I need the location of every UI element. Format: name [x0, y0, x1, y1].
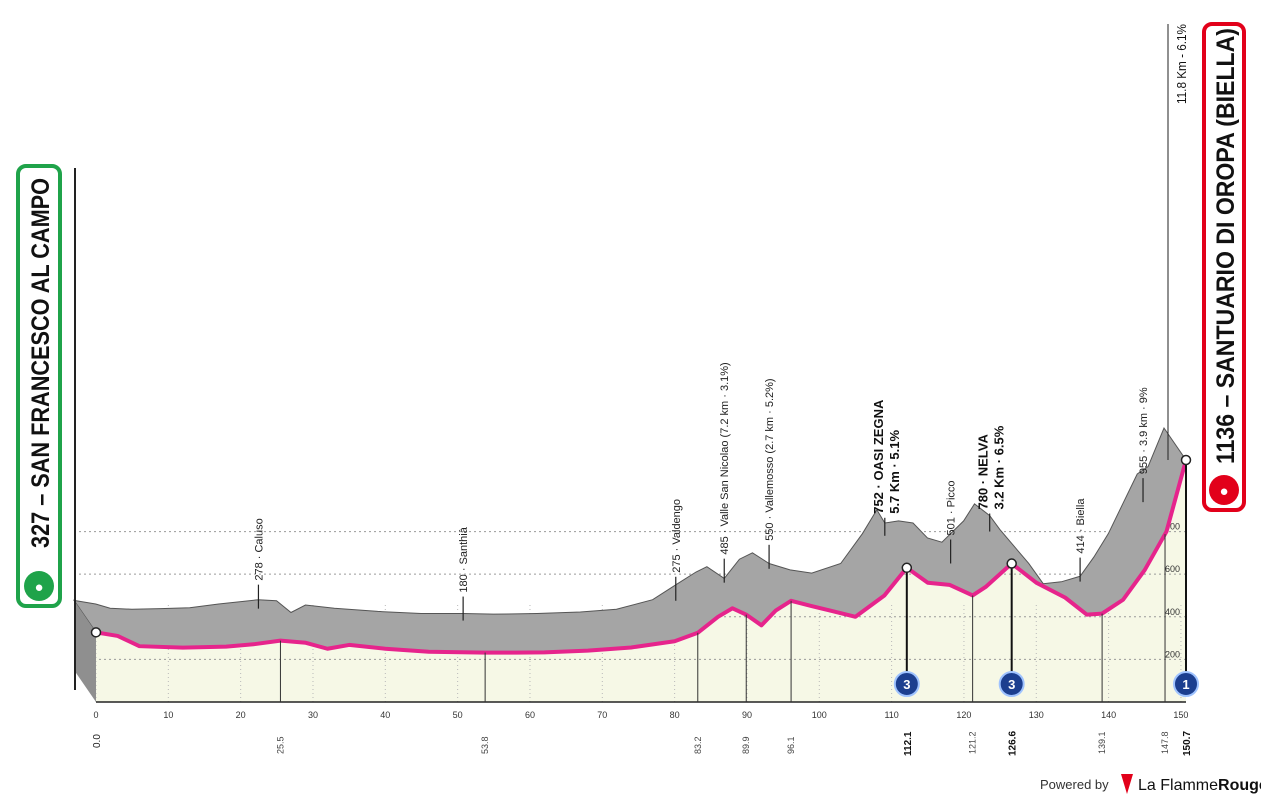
start-banner: 327 – SAN FRANCESCO AL CAMPO ● [16, 164, 62, 608]
x-tick-label: 20 [236, 710, 246, 720]
powered-by-footer: Powered by La FlammeRouge [1040, 774, 1261, 794]
climb-category-label: 3 [1008, 677, 1015, 692]
climb-marker [1006, 558, 1017, 569]
x-tick-label: 80 [670, 710, 680, 720]
finish-banner-frame [1202, 22, 1246, 512]
y-tick-label: 600 [1165, 564, 1180, 574]
brand-name: La FlammeRouge [1138, 777, 1261, 794]
x-tick-label: 150 [1173, 710, 1188, 720]
town-label: 485 · Valle San Nicolao (7.2 km · 3.1%) [719, 362, 731, 554]
x-tick-label: 100 [812, 710, 827, 720]
finish-banner: 1136 – SANTUARIO DI OROPA (BIELLA) ● 11.… [1174, 22, 1246, 512]
flame-logo-icon [1121, 774, 1133, 794]
chart-markers: 278 · Caluso 180 · Santhià 275 · Valdengo 4… [90, 362, 1199, 702]
start-cyclist-icon [24, 571, 54, 601]
town-km-label: 83.2 [693, 736, 703, 754]
climb-km-label: 112.1 [903, 731, 914, 756]
town-km-label: 25.5 [275, 736, 285, 754]
profile-side-wall [74, 600, 96, 702]
climb-category-badge [893, 671, 920, 697]
finish-cyclist-icon [1209, 475, 1239, 505]
town-km-label: 147.8 [1160, 731, 1170, 754]
start-banner-frame [16, 164, 62, 608]
y-tick-label: 200 [1165, 649, 1180, 659]
town-km-label: 139.1 [1097, 731, 1107, 754]
y-tick-label: 800 [1165, 522, 1180, 532]
start-label: 327 – SAN FRANCESCO AL CAMPO [27, 178, 55, 548]
route-base-fill [96, 460, 1186, 702]
climb-category-badge [998, 671, 1025, 697]
svg-text:●: ● [34, 579, 43, 596]
x-tick-label: 60 [525, 710, 535, 720]
finish-climb-note: 11.8 Km - 6.1% [1174, 24, 1189, 104]
chart-base [96, 460, 1186, 702]
climb-marker [901, 562, 913, 574]
climb-stats-label: 3.2 Km · 6.5% [992, 425, 1007, 509]
climb-km-label: 150.7 [1182, 731, 1193, 756]
town-km-label: 96.1 [786, 736, 796, 754]
town-label: 180 · Santhià [458, 526, 470, 592]
x-tick-label: 90 [742, 710, 752, 720]
climb-km-label: 126.6 [1008, 731, 1019, 756]
chart-axes: 0 10 20 30 40 50 60 70 80 90 100 110 120 130 140 150 0.0… [74, 24, 1193, 756]
climb-category-label: 3 [903, 677, 910, 692]
town-km-label: 89.9 [741, 736, 751, 754]
x-tick-label: 130 [1029, 710, 1044, 720]
x-tick-label: 10 [163, 710, 173, 720]
town-label: 278 · Caluso [253, 518, 265, 580]
climb-marker [1180, 454, 1192, 466]
start-marker [90, 627, 102, 638]
x-tick-label: 0 [93, 710, 98, 720]
x-tick-label: 120 [956, 710, 971, 720]
town-label: 955 · 3.9 km · 9% [1138, 387, 1150, 474]
x-tick-label: 40 [380, 710, 390, 720]
town-km-label: 121.2 [968, 731, 978, 754]
town-label: 275 · Valdengo [671, 499, 683, 573]
x-tick-label: 110 [884, 710, 898, 720]
x-tick-label: 30 [308, 710, 318, 720]
climb-stats-label: 5.7 Km · 5.1% [887, 430, 902, 514]
x-tick-label: 140 [1101, 710, 1116, 720]
finish-label: 1136 – SANTUARIO DI OROPA (BIELLA) [1212, 28, 1240, 464]
x-tick-label: 50 [453, 710, 463, 720]
powered-by-text: Powered by [1040, 777, 1109, 792]
svg-text:●: ● [1219, 483, 1228, 500]
y-tick-label: 400 [1165, 607, 1180, 617]
town-label: 501 · Picco [946, 480, 958, 535]
town-label: 550 · Vallemosso (2.7 km · 5.2%) [764, 378, 776, 540]
start-km-label: 0.0 [92, 734, 103, 748]
x-tick-label: 70 [597, 710, 607, 720]
town-km-label: 53.8 [480, 736, 490, 754]
climb-category-badge [1173, 671, 1199, 697]
town-label: 414 · Biella [1075, 498, 1087, 554]
climb-name-label: 752 · OASI ZEGNA [871, 399, 886, 514]
climb-category-label: 1 [1182, 677, 1189, 692]
climb-name-label: 780 · NELVA [976, 434, 991, 510]
